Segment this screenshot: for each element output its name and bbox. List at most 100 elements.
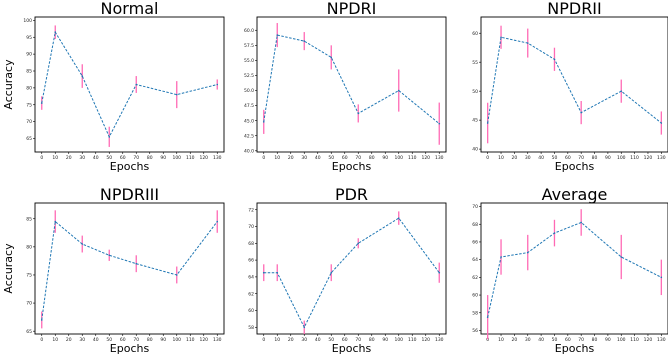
y-tick-label: 50.0 [244, 88, 254, 94]
x-tick-label: 130 [435, 337, 444, 343]
series-line [41, 220, 218, 321]
x-axis-label: Epochs [555, 160, 595, 173]
data-point [620, 256, 623, 258]
x-tick-label: 10 [498, 155, 504, 161]
y-tick-label: 60.0 [244, 28, 254, 34]
axes-frame [34, 202, 225, 335]
subplot-1: Normal Epochs Accuracy 0 10 20 30 40 50 60 70 80 90 1… [2, 0, 225, 173]
y-tick-label: 70 [248, 224, 254, 230]
x-tick-label: 130 [213, 155, 222, 161]
y-tick-label: 80 [26, 244, 32, 250]
data-point [526, 251, 529, 254]
y-tick-label: 70 [472, 204, 478, 210]
data-point [553, 58, 556, 61]
x-tick-label: 100 [394, 337, 403, 343]
data-point [108, 254, 111, 257]
x-tick-label: 70 [133, 337, 139, 343]
y-tick-label: 75 [26, 102, 32, 108]
y-tick-label: 52.5 [244, 73, 254, 79]
data-point [54, 31, 57, 33]
y-tick-label: 64 [248, 274, 254, 280]
data-point [500, 256, 502, 258]
x-tick-label: 100 [617, 155, 626, 161]
x-tick-label: 60 [565, 337, 571, 343]
data-point [175, 274, 178, 276]
y-tick-label: 40.0 [244, 148, 254, 154]
x-tick-label: 90 [382, 155, 388, 161]
x-tick-label: 40 [538, 337, 544, 343]
y-tick-label: 58 [472, 310, 478, 316]
y-tick-label: 65 [26, 329, 32, 335]
axes-frame [480, 202, 668, 335]
x-tick-label: 20 [66, 337, 72, 343]
data-point [330, 56, 333, 59]
x-tick-label: 60 [342, 337, 348, 343]
subplot-6: Average Epochs 0 10 20 30 40 50 60 70 80 90 100 110 12… [472, 185, 668, 355]
x-tick-label: 110 [630, 155, 639, 161]
y-tick-label: 62 [472, 275, 478, 281]
x-tick-label: 70 [578, 155, 584, 161]
data-point [135, 83, 138, 86]
y-tick-label: 55 [472, 60, 478, 66]
x-tick-label: 110 [408, 155, 417, 161]
x-tick-label: 50 [106, 155, 112, 161]
y-tick-label: 42.5 [244, 133, 254, 139]
x-tick-label: 130 [657, 337, 666, 343]
data-point [40, 102, 43, 104]
y-tick-label: 60 [472, 293, 478, 299]
x-tick-label: 50 [552, 337, 558, 343]
x-tick-label: 40 [93, 155, 99, 161]
x-axis-label: Epochs [332, 160, 372, 173]
y-tick-label: 64 [472, 257, 478, 263]
data-point [54, 220, 57, 223]
x-tick-label: 90 [382, 337, 388, 343]
y-tick-label: 65 [26, 136, 32, 142]
x-tick-label: 80 [592, 155, 598, 161]
chart-title: PDR [335, 185, 368, 204]
x-tick-label: 10 [52, 155, 58, 161]
chart-title: NPDRIII [100, 185, 159, 204]
x-tick-label: 40 [538, 155, 544, 161]
x-tick-label: 60 [120, 337, 126, 343]
y-tick-label: 45 [472, 118, 478, 124]
x-tick-label: 20 [288, 155, 294, 161]
x-tick-label: 120 [421, 337, 430, 343]
subplot-3: NPDRII Epochs 0 10 20 30 40 50 60 70 80 90 100 110 120… [472, 0, 668, 173]
x-tick-label: 60 [565, 155, 571, 161]
y-axis-label: Accuracy [2, 59, 15, 110]
x-tick-label: 40 [315, 155, 321, 161]
x-tick-label: 30 [79, 155, 85, 161]
x-tick-label: 30 [525, 337, 531, 343]
y-tick-label: 85 [26, 216, 32, 222]
y-tick-label: 58 [248, 325, 254, 331]
data-point [397, 217, 400, 219]
x-tick-label: 70 [133, 155, 139, 161]
subplot-2: NPDRI Epochs 0 10 20 30 40 50 60 70 80 90 100 110 120 1… [244, 0, 447, 173]
data-point [40, 319, 43, 321]
y-tick-label: 56 [472, 328, 478, 334]
x-tick-label: 120 [644, 155, 653, 161]
data-point [486, 316, 489, 318]
data-point [175, 93, 178, 96]
x-tick-label: 70 [355, 155, 361, 161]
y-tick-label: 85 [26, 69, 32, 75]
axes-frame [256, 16, 447, 153]
chart-title: NPDRI [327, 0, 377, 18]
x-tick-label: 20 [512, 155, 518, 161]
data-point [303, 326, 306, 329]
x-tick-label: 120 [199, 337, 208, 343]
x-tick-label: 10 [274, 155, 280, 161]
x-tick-label: 90 [160, 337, 166, 343]
x-tick-label: 90 [605, 155, 611, 161]
y-tick-label: 70 [26, 301, 32, 307]
x-tick-label: 30 [525, 155, 531, 161]
data-point [216, 83, 219, 86]
series-line [263, 34, 440, 125]
y-tick-label: 40 [472, 147, 478, 153]
data-point [262, 121, 265, 123]
series-line [263, 217, 440, 329]
x-tick-label: 130 [435, 155, 444, 161]
x-tick-label: 100 [394, 155, 403, 161]
y-tick-label: 55.0 [244, 58, 254, 64]
y-tick-label: 47.5 [244, 103, 254, 109]
